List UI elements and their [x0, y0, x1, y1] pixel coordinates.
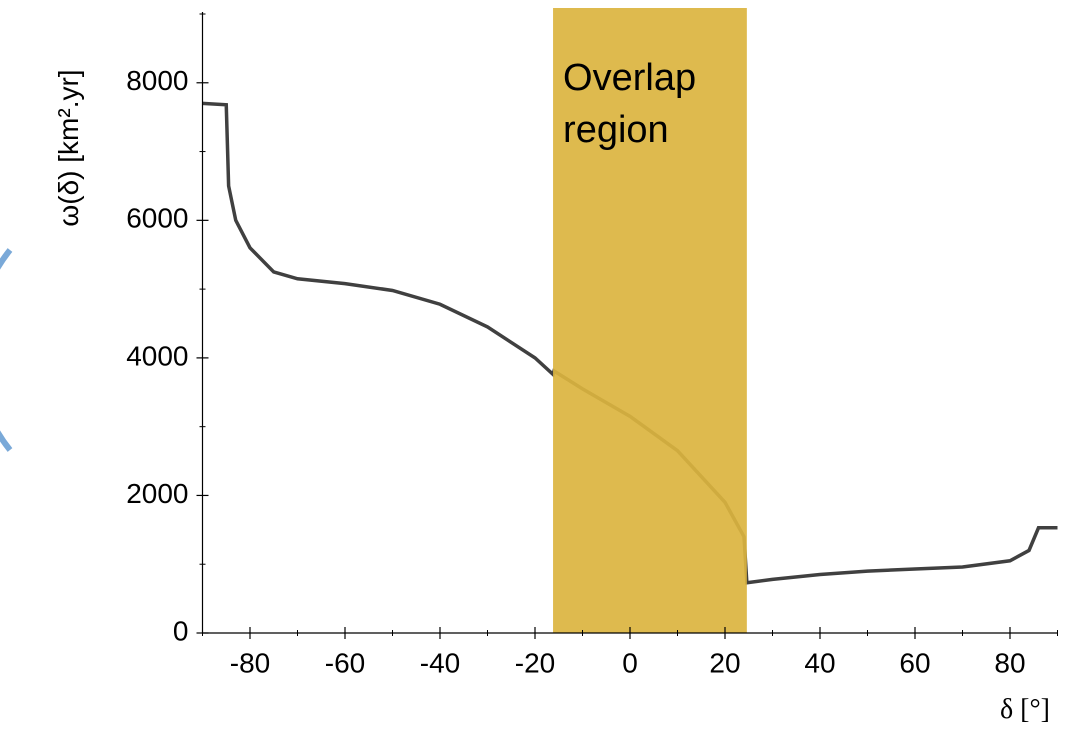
- y-tick-label: 4000: [126, 340, 188, 371]
- x-tick-label: 80: [994, 647, 1025, 678]
- x-tick-label: -80: [230, 647, 270, 678]
- x-tick-label: -60: [325, 647, 365, 678]
- x-tick-label: 40: [804, 647, 835, 678]
- x-tick-label: -20: [515, 647, 555, 678]
- y-tick-label: 6000: [126, 203, 188, 234]
- x-tick-label: 60: [899, 647, 930, 678]
- x-tick-label: 20: [709, 647, 740, 678]
- y-axis-label: ω(δ) [km².yr]: [53, 69, 84, 226]
- region-label: Overlap: [563, 57, 696, 99]
- x-tick-label: -40: [420, 647, 460, 678]
- y-tick-label: 8000: [126, 65, 188, 96]
- decoration: [0, 248, 13, 452]
- overlap-region: [553, 8, 747, 633]
- y-tick-label: 2000: [126, 478, 188, 509]
- y-tick-label: 0: [173, 615, 189, 646]
- region-label: region: [563, 109, 669, 151]
- x-tick-label: 0: [622, 647, 638, 678]
- x-axis-label: δ [°]: [1000, 694, 1050, 725]
